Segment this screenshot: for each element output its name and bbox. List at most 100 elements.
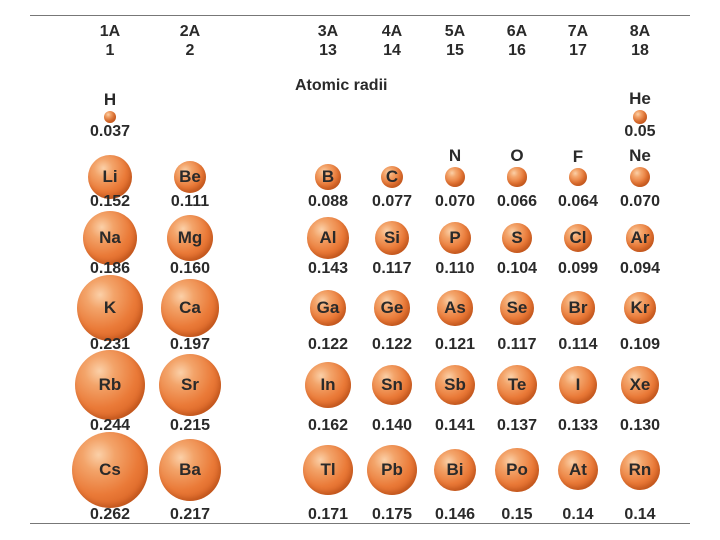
element-symbol: K: [103, 298, 117, 317]
element-symbol: Br: [568, 298, 588, 317]
atom-sphere-se: [500, 291, 534, 325]
element-symbol: Xe: [629, 375, 651, 394]
atomic-radius-value: 0.122: [371, 336, 413, 353]
atomic-radius-value: 0.117: [372, 260, 412, 277]
element-symbol: Ca: [179, 298, 201, 317]
group-header: 3A 13: [298, 22, 358, 60]
group-label: 3A: [317, 23, 339, 40]
atomic-radius-value: 0.15: [501, 506, 533, 523]
element-symbol: I: [575, 375, 581, 394]
atom-sphere-h: [104, 111, 116, 123]
diagram-title: Atomic radii: [295, 77, 388, 94]
atom-sphere-al: [307, 217, 349, 259]
element-symbol: Ne: [629, 145, 651, 165]
group-label: 1A: [99, 23, 121, 40]
atom-sphere-te: [497, 365, 537, 405]
atomic-radius-value: 0.262: [89, 506, 131, 523]
atomic-radius-value: 0.114: [558, 336, 598, 353]
element-symbol: O: [510, 146, 524, 166]
group-header: 4A 14: [362, 22, 422, 60]
atomic-radius-value: 0.186: [89, 260, 131, 277]
atom-sphere-kr: [624, 292, 656, 324]
atomic-radius-value: 0.130: [619, 417, 661, 434]
atom-sphere-ar: [626, 224, 654, 252]
element-symbol: Si: [383, 228, 401, 247]
atom-sphere-ba: [158, 438, 222, 502]
atom-sphere-f: [568, 167, 588, 187]
element-symbol: Ba: [179, 460, 201, 479]
atomic-radius-value: 0.099: [557, 260, 599, 277]
atom-sphere-c: [380, 165, 404, 189]
element-symbol: C: [385, 167, 399, 186]
atom-sphere-be: [173, 160, 207, 194]
atom-sphere-s: [501, 222, 533, 254]
group-header: 2A 2: [160, 22, 220, 60]
atom-sphere-o: [507, 167, 527, 187]
element-symbol: Ar: [630, 228, 650, 247]
atom-sphere-i: [558, 365, 598, 405]
group-number: 16: [508, 42, 526, 59]
atomic-radius-value: 0.077: [371, 193, 413, 210]
element-symbol: As: [444, 298, 466, 317]
atom-sphere-tl: [303, 445, 353, 495]
element-symbol: He: [629, 88, 651, 108]
group-label: 4A: [381, 23, 403, 40]
atom-sphere-cs: [72, 432, 148, 508]
element-symbol: H: [103, 90, 117, 109]
atomic-radius-value: 0.14: [624, 506, 656, 523]
group-header: 6A 16: [487, 22, 547, 60]
atomic-radius-value: 0.140: [371, 417, 413, 434]
atom-sphere-po: [495, 448, 539, 492]
element-symbol: Te: [507, 375, 527, 394]
group-number: 13: [319, 42, 337, 59]
atomic-radius-value: 0.05: [624, 123, 656, 140]
element-symbol: Se: [506, 298, 528, 317]
atom-sphere-sn: [371, 364, 413, 406]
group-label: 8A: [629, 23, 651, 40]
atom-sphere-ge: [374, 290, 410, 326]
atom-sphere-pb: [366, 444, 418, 496]
atomic-radius-value: 0.215: [169, 417, 211, 434]
atomic-radius-value: 0.197: [169, 336, 211, 353]
atomic-radius-value: 0.122: [307, 336, 349, 353]
atomic-radius-value: 0.109: [619, 336, 661, 353]
atomic-radius-value: 0.137: [496, 417, 538, 434]
element-symbol: Po: [506, 460, 528, 479]
atomic-radius-value: 0.162: [307, 417, 349, 434]
atomic-radius-value: 0.141: [434, 417, 476, 434]
group-header: 7A 17: [548, 22, 608, 60]
element-symbol: Sr: [181, 375, 199, 394]
element-symbol: Rb: [98, 375, 122, 394]
element-symbol: Kr: [630, 298, 650, 317]
atomic-radius-value: 0.121: [434, 336, 476, 353]
element-symbol: Li: [102, 167, 118, 186]
atom-sphere-he: [632, 109, 648, 125]
element-symbol: Sn: [381, 375, 403, 394]
element-symbol: In: [320, 375, 336, 394]
group-number: 14: [383, 42, 401, 59]
atom-sphere-na: [83, 211, 137, 265]
atomic-radius-value: 0.037: [89, 123, 131, 140]
atomic-radius-value: 0.133: [557, 417, 599, 434]
atom-sphere-sr: [158, 353, 222, 417]
atomic-radius-value: 0.110: [435, 260, 475, 277]
element-symbol: Tl: [320, 460, 336, 479]
element-symbol: Na: [99, 228, 121, 247]
bottom-rule: [30, 523, 690, 524]
atom-sphere-at: [557, 449, 599, 491]
group-number: 15: [446, 42, 464, 59]
atom-sphere-k: [76, 274, 144, 342]
atom-sphere-rn: [619, 449, 661, 491]
group-number: 1: [105, 42, 115, 59]
atomic-radius-value: 0.070: [619, 193, 661, 210]
element-symbol: At: [569, 460, 587, 479]
atomic-radius-value: 0.171: [307, 506, 349, 523]
element-symbol: Ge: [380, 298, 404, 317]
element-symbol: N: [448, 145, 462, 165]
atom-sphere-li: [87, 154, 133, 200]
atom-sphere-p: [439, 222, 471, 254]
element-symbol: Cl: [569, 228, 587, 247]
group-header: 8A 18: [610, 22, 670, 60]
atom-sphere-si: [375, 221, 409, 255]
